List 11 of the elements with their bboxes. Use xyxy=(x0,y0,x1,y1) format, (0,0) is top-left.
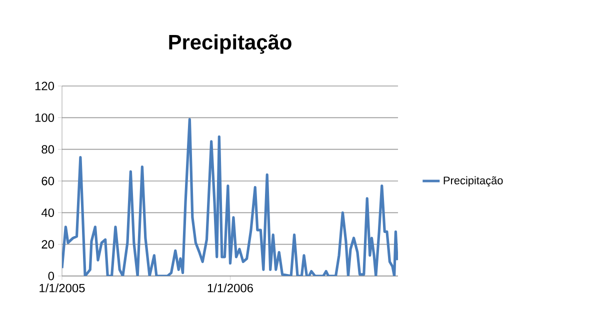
chart-title: Precipitação xyxy=(169,34,292,54)
y-tick-label: 0 xyxy=(48,272,54,280)
y-tick-label: 120 xyxy=(35,82,54,90)
y-tick-label: 100 xyxy=(35,113,54,122)
y-tick-label: 60 xyxy=(42,176,54,186)
legend-label: Precipitação xyxy=(444,176,503,187)
x-tick-label: 1/1/2005 xyxy=(40,284,85,292)
y-tick-label: 20 xyxy=(42,240,54,249)
x-tick-label: 1/1/2006 xyxy=(208,284,253,292)
y-tick-label: 80 xyxy=(42,145,54,154)
y-tick-label: 40 xyxy=(41,208,54,217)
